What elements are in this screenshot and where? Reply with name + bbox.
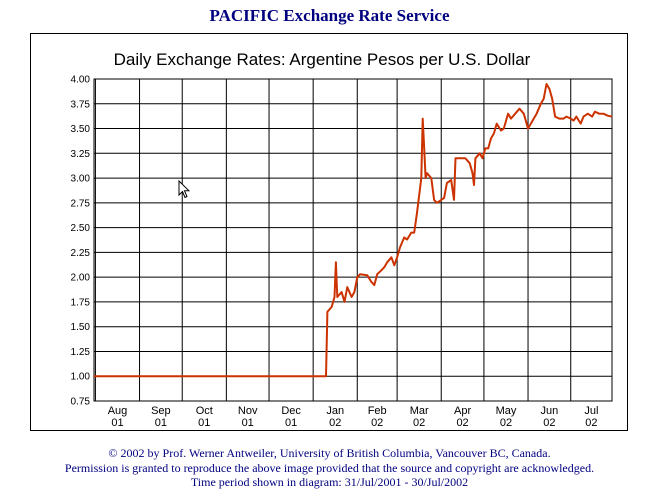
y-tick-label: 3.25 (71, 149, 91, 160)
x-tick-year: 02 (585, 417, 597, 429)
exchange-rate-chart: Daily Exchange Rates: Argentine Pesos pe… (71, 50, 613, 429)
x-tick-month: Mar (410, 405, 429, 417)
y-tick-label: 2.25 (71, 248, 91, 259)
footer: © 2002 by Prof. Werner Antweiler, Univer… (0, 446, 659, 490)
x-tick-year: 01 (242, 417, 254, 429)
x-tick-year: 02 (543, 417, 555, 429)
x-tick-year: 01 (285, 417, 297, 429)
y-tick-label: 1.25 (71, 347, 91, 358)
x-tick-month: Feb (368, 405, 387, 417)
x-tick-year: 02 (456, 417, 468, 429)
x-tick-month: Aug (108, 405, 128, 417)
y-tick-label: 3.00 (71, 174, 91, 185)
x-tick-year: 02 (500, 417, 512, 429)
y-axis-ticks: 4.00 3.75 3.50 3.25 3.00 2.75 2.50 2.25 2.00 1.75… (71, 75, 91, 408)
x-tick-month: Sep (151, 405, 171, 417)
x-tick-year: 02 (371, 417, 383, 429)
mouse-pointer-icon (178, 180, 190, 199)
x-tick-year: 01 (198, 417, 210, 429)
y-tick-label: 2.75 (71, 198, 91, 209)
plot-area (93, 78, 613, 402)
exchange-rate-line (94, 83, 613, 378)
y-tick-label: 4.00 (71, 75, 91, 86)
y-tick-label: 1.00 (71, 372, 91, 383)
x-tick-year: 02 (413, 417, 425, 429)
x-tick-year: 01 (155, 417, 167, 429)
chart-frame: Daily Exchange Rates: Argentine Pesos pe… (30, 33, 628, 431)
x-tick-year: 01 (111, 417, 123, 429)
x-tick-month: Dec (281, 405, 301, 417)
x-tick-year: 02 (329, 417, 341, 429)
x-tick-month: Apr (454, 405, 471, 417)
copyright-text: © 2002 by Prof. Werner Antweiler, Univer… (108, 446, 551, 460)
x-tick-month: Oct (196, 405, 213, 417)
time-period-text: Time period shown in diagram: 31/Jul/200… (190, 475, 469, 489)
y-tick-label: 3.75 (71, 99, 91, 110)
y-tick-label: 2.00 (71, 273, 91, 284)
y-tick-label: 1.50 (71, 322, 91, 333)
x-axis-ticks: Aug01Sep01Oct01Nov01Dec01Jan02Feb02Mar02… (108, 405, 599, 429)
y-tick-label: 0.75 (71, 397, 91, 408)
chart-title: Daily Exchange Rates: Argentine Pesos pe… (114, 50, 531, 69)
x-tick-month: May (496, 405, 517, 417)
x-tick-month: Jan (326, 405, 344, 417)
permission-text: Permission is granted to reproduce the a… (64, 460, 595, 475)
grid-lines (94, 78, 612, 402)
y-tick-label: 1.75 (71, 297, 91, 308)
y-tick-label: 2.50 (71, 223, 91, 234)
x-tick-month: Jul (584, 405, 598, 417)
x-tick-month: Nov (238, 405, 258, 417)
y-tick-label: 3.50 (71, 124, 91, 135)
page-title: PACIFIC Exchange Rate Service (209, 6, 450, 25)
x-tick-month: Jun (541, 405, 559, 417)
